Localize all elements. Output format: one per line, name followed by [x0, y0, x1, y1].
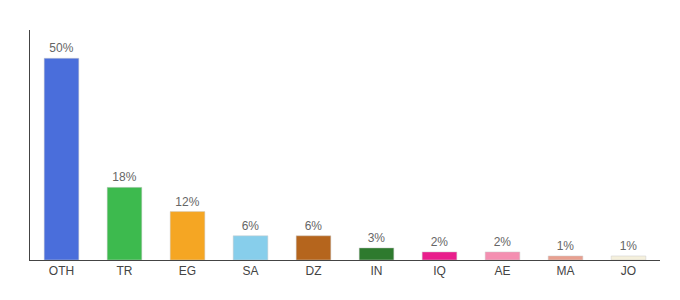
svg-text:6%: 6%: [242, 219, 260, 233]
svg-text:1%: 1%: [620, 239, 638, 253]
svg-text:JO: JO: [621, 264, 636, 278]
svg-text:2%: 2%: [431, 235, 449, 249]
svg-text:3%: 3%: [368, 231, 386, 245]
svg-text:2%: 2%: [494, 235, 512, 249]
svg-text:EG: EG: [179, 264, 196, 278]
svg-text:6%: 6%: [305, 219, 323, 233]
svg-text:AE: AE: [494, 264, 510, 278]
svg-text:50%: 50%: [49, 41, 73, 55]
svg-text:IN: IN: [371, 264, 383, 278]
svg-text:IQ: IQ: [433, 264, 446, 278]
svg-text:SA: SA: [242, 264, 258, 278]
svg-text:OTH: OTH: [49, 264, 74, 278]
svg-text:12%: 12%: [175, 195, 199, 209]
svg-text:MA: MA: [557, 264, 575, 278]
svg-text:18%: 18%: [112, 170, 136, 184]
svg-text:TR: TR: [117, 264, 133, 278]
svg-text:DZ: DZ: [306, 264, 322, 278]
svg-text:1%: 1%: [557, 239, 575, 253]
